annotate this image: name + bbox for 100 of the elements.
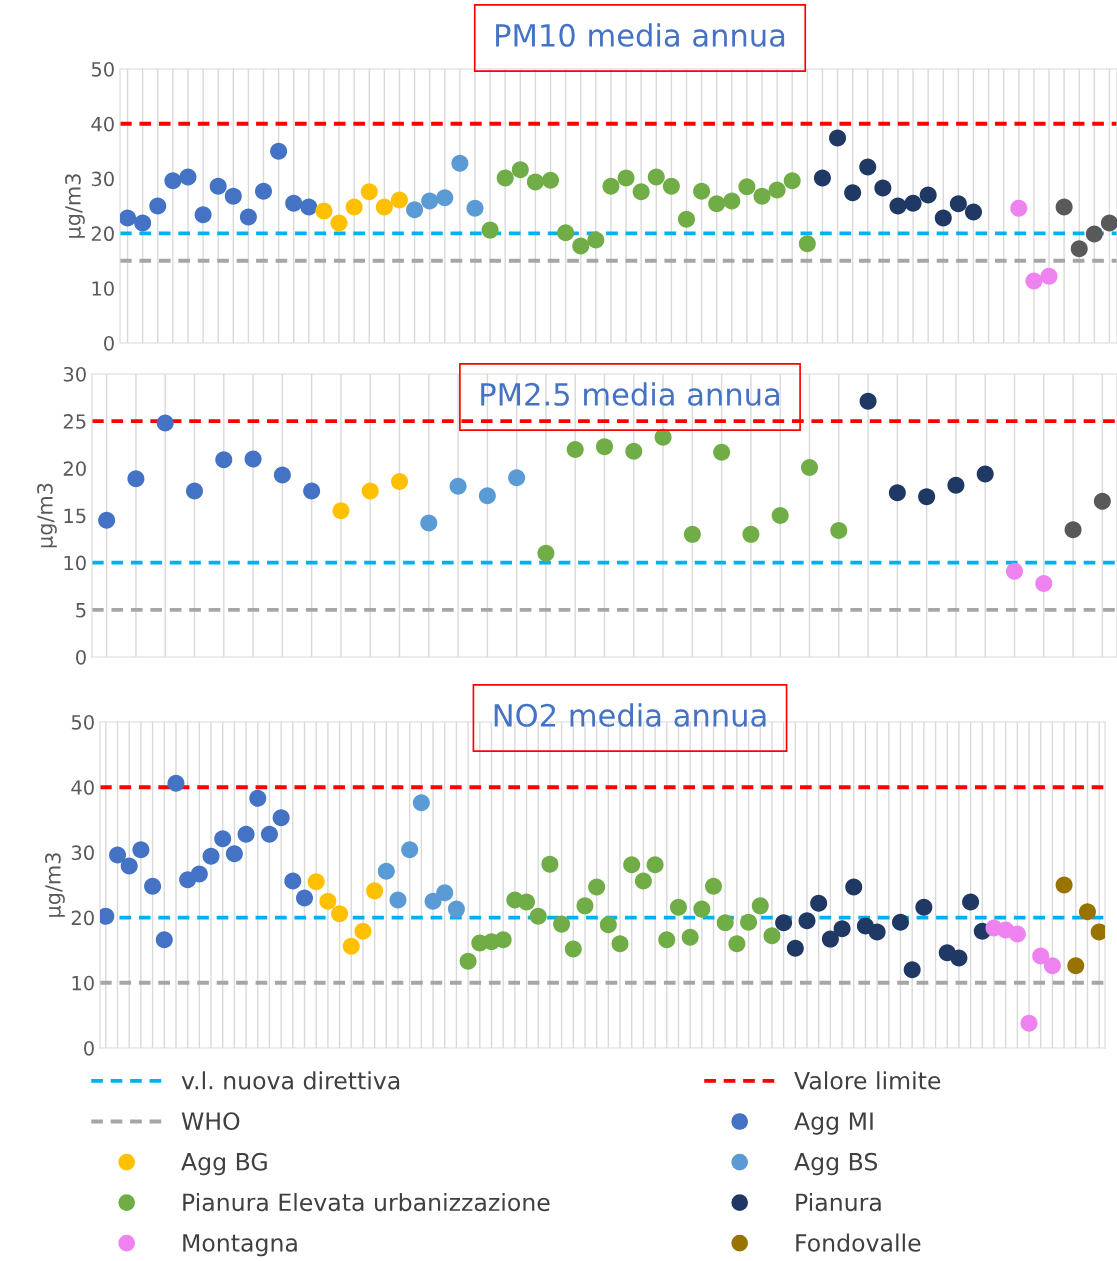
point — [1055, 198, 1073, 216]
point — [273, 466, 291, 484]
point — [693, 900, 711, 918]
point — [1078, 903, 1096, 921]
point — [272, 809, 290, 827]
point — [389, 891, 407, 909]
point — [330, 214, 348, 232]
y-tick-label: 10 — [92, 281, 114, 296]
legend-label: Agg BG — [181, 1152, 267, 1176]
point — [903, 961, 921, 979]
point — [810, 894, 828, 912]
point — [1040, 267, 1058, 285]
point — [889, 197, 907, 215]
point — [179, 168, 197, 186]
point — [646, 856, 664, 874]
point — [1093, 492, 1111, 510]
point — [542, 171, 560, 189]
point — [800, 458, 819, 476]
y-axis-title: µg/m3 — [45, 853, 65, 917]
y-tick-label: 40 — [71, 780, 94, 795]
point — [611, 935, 629, 953]
legend-label: Agg MI — [794, 1112, 873, 1135]
point — [1032, 947, 1050, 965]
y-tick-label: 30 — [71, 845, 94, 861]
point — [1100, 214, 1117, 232]
point — [949, 195, 967, 213]
point — [225, 845, 243, 863]
point — [1064, 521, 1082, 539]
point — [623, 856, 641, 874]
point — [716, 914, 734, 932]
point — [127, 470, 145, 488]
point — [167, 774, 185, 792]
point — [354, 922, 372, 940]
point — [436, 189, 454, 207]
point — [239, 208, 257, 226]
point — [285, 194, 303, 212]
point — [786, 939, 804, 957]
point — [155, 931, 173, 949]
point — [576, 897, 594, 915]
point — [595, 438, 614, 456]
point — [447, 900, 465, 918]
y-tick-label: 10 — [64, 555, 86, 571]
point — [237, 825, 255, 843]
point — [753, 187, 771, 205]
point — [303, 482, 321, 500]
point — [1043, 957, 1061, 975]
point — [478, 487, 496, 505]
legend-label: Pianura — [796, 1192, 881, 1212]
y-tick-label: 50 — [91, 61, 114, 77]
point — [557, 224, 575, 242]
legend-label: Montagna — [183, 1234, 297, 1257]
point — [771, 506, 789, 525]
y-tick-label: 25 — [63, 414, 86, 429]
point — [149, 197, 167, 215]
point — [566, 440, 584, 458]
point — [202, 847, 220, 865]
point — [763, 927, 781, 945]
point — [964, 203, 982, 221]
y-tick-label: 30 — [91, 171, 114, 187]
point — [602, 177, 620, 195]
point — [768, 181, 786, 199]
point — [740, 913, 758, 931]
y-tick-label: 0 — [84, 1040, 94, 1056]
point — [599, 916, 617, 934]
point — [588, 878, 606, 896]
point — [934, 209, 952, 227]
point — [1008, 925, 1026, 943]
point — [662, 177, 680, 195]
point — [693, 182, 711, 200]
point — [833, 920, 851, 938]
point — [190, 865, 208, 883]
point — [529, 907, 547, 925]
point — [214, 830, 232, 848]
point — [813, 169, 831, 187]
point — [156, 414, 174, 432]
point — [751, 897, 769, 915]
point — [401, 841, 419, 859]
point — [888, 484, 906, 502]
point — [260, 825, 278, 843]
point — [164, 172, 182, 190]
point — [1070, 240, 1088, 258]
point — [572, 237, 590, 255]
point — [919, 186, 937, 204]
point — [647, 168, 665, 186]
point — [868, 923, 886, 941]
y-tick-label: 20 — [91, 226, 114, 242]
point — [798, 912, 816, 930]
point — [713, 443, 731, 461]
point — [300, 198, 318, 216]
y-tick-label: 15 — [64, 508, 86, 524]
point — [361, 482, 379, 500]
point — [345, 198, 363, 216]
point — [420, 514, 438, 532]
y-tick-label: 20 — [71, 910, 94, 926]
point — [634, 872, 652, 890]
point — [1035, 574, 1053, 592]
point — [390, 191, 408, 209]
point — [134, 214, 152, 232]
point — [451, 154, 469, 172]
point — [962, 893, 980, 911]
